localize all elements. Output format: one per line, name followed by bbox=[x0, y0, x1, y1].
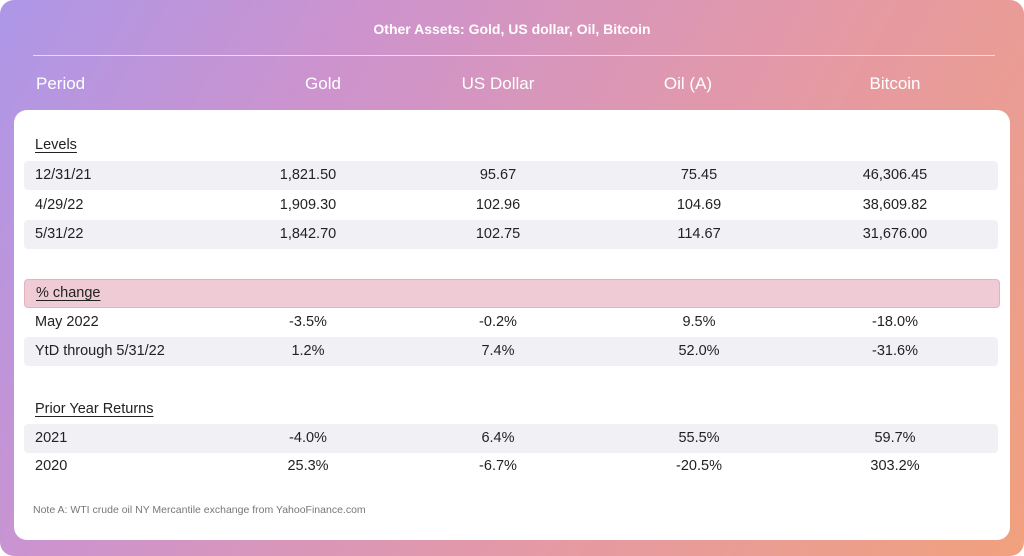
table-row: May 2022 -3.5% -0.2% 9.5% -18.0% bbox=[24, 308, 998, 337]
section-pct-change-header: % change bbox=[24, 279, 1000, 308]
table-row: 5/31/22 1,842.70 102.75 114.67 31,676.00 bbox=[24, 220, 998, 249]
cell-period: YtD through 5/31/22 bbox=[35, 343, 165, 359]
cell-bitcoin: 31,676.00 bbox=[862, 226, 928, 242]
cell-gold: -4.0% bbox=[289, 430, 327, 446]
cell-period: 2020 bbox=[35, 458, 68, 474]
title-divider bbox=[33, 55, 995, 56]
cell-us-dollar: 95.67 bbox=[479, 167, 517, 183]
cell-us-dollar: 102.75 bbox=[475, 226, 521, 242]
cell-oil: 55.5% bbox=[678, 430, 720, 446]
cell-period: 12/31/21 bbox=[35, 167, 92, 183]
cell-bitcoin: 59.7% bbox=[874, 430, 916, 446]
footnote: Note A: WTI crude oil NY Mercantile exch… bbox=[33, 504, 366, 516]
header-gold: Gold bbox=[305, 74, 341, 93]
cell-period: 5/31/22 bbox=[35, 226, 84, 242]
cell-gold: -3.5% bbox=[289, 314, 327, 330]
cell-gold: 1,842.70 bbox=[279, 226, 337, 242]
cell-oil: -20.5% bbox=[676, 458, 722, 474]
section-pct-change-label: % change bbox=[36, 285, 101, 301]
cell-bitcoin: -18.0% bbox=[872, 314, 918, 330]
table-row: 2020 25.3% -6.7% -20.5% 303.2% bbox=[24, 452, 998, 481]
header-bitcoin: Bitcoin bbox=[869, 74, 921, 93]
cell-gold: 1,909.30 bbox=[279, 197, 337, 213]
section-levels-label: Levels bbox=[35, 137, 77, 153]
cell-oil: 75.45 bbox=[680, 167, 718, 183]
cell-gold: 25.3% bbox=[287, 458, 329, 474]
cell-us-dollar: 6.4% bbox=[481, 430, 515, 446]
section-prior-year-label: Prior Year Returns bbox=[35, 401, 154, 417]
header-oil: Oil (A) bbox=[663, 74, 713, 93]
table-card: Levels 12/31/21 1,821.50 95.67 75.45 46,… bbox=[14, 110, 1010, 540]
cell-period: May 2022 bbox=[35, 314, 99, 330]
header-period: Period bbox=[36, 74, 86, 93]
cell-oil: 104.69 bbox=[676, 197, 722, 213]
cell-bitcoin: 38,609.82 bbox=[862, 197, 928, 213]
table-row: 12/31/21 1,821.50 95.67 75.45 46,306.45 bbox=[24, 161, 998, 190]
cell-period: 2021 bbox=[35, 430, 68, 446]
table-row: YtD through 5/31/22 1.2% 7.4% 52.0% -31.… bbox=[24, 337, 998, 366]
cell-period: 4/29/22 bbox=[35, 197, 84, 213]
table-row: 2021 -4.0% 6.4% 55.5% 59.7% bbox=[24, 424, 998, 453]
table-row: 4/29/22 1,909.30 102.96 104.69 38,609.82 bbox=[24, 191, 998, 220]
cell-gold: 1.2% bbox=[291, 343, 325, 359]
cell-us-dollar: -0.2% bbox=[479, 314, 517, 330]
cell-bitcoin: 46,306.45 bbox=[862, 167, 928, 183]
cell-us-dollar: 7.4% bbox=[481, 343, 515, 359]
table-title: Other Assets: Gold, US dollar, Oil, Bitc… bbox=[373, 21, 651, 37]
cell-bitcoin: -31.6% bbox=[872, 343, 918, 359]
cell-oil: 114.67 bbox=[677, 226, 721, 242]
cell-oil: 9.5% bbox=[682, 314, 716, 330]
cell-oil: 52.0% bbox=[678, 343, 720, 359]
cell-gold: 1,821.50 bbox=[279, 167, 337, 183]
cell-bitcoin: 303.2% bbox=[870, 458, 920, 474]
header-us-dollar: US Dollar bbox=[461, 74, 535, 93]
cell-us-dollar: -6.7% bbox=[479, 458, 517, 474]
cell-us-dollar: 102.96 bbox=[475, 197, 521, 213]
